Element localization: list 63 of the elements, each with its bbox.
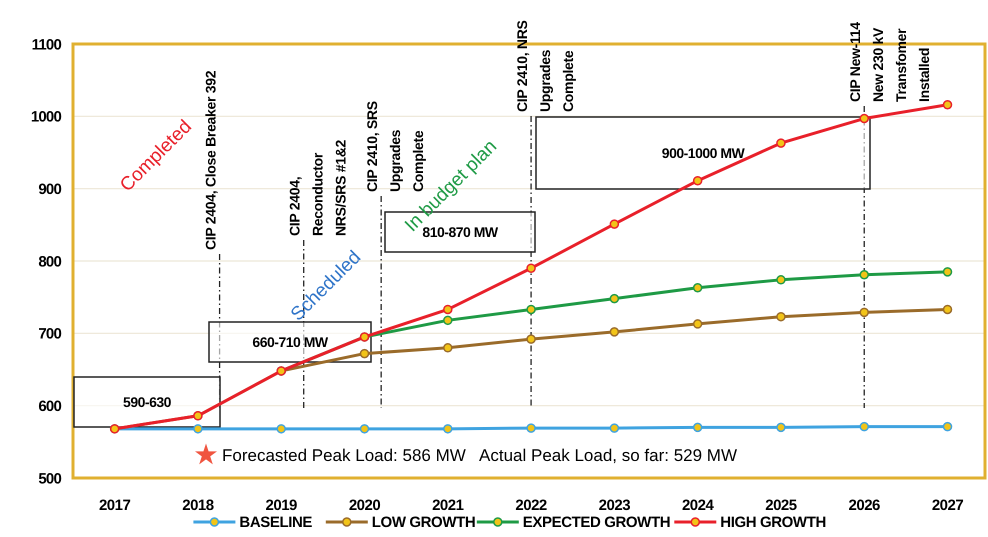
point — [610, 327, 620, 337]
point — [276, 424, 286, 434]
legend-label: BASELINE — [239, 514, 312, 531]
y-tick-label: 1000 — [30, 108, 62, 126]
legend-label: EXPECTED GROWTH — [522, 514, 670, 531]
point — [776, 138, 786, 148]
annotation: 660-710 MW — [252, 334, 329, 350]
x-tick-label: 2023 — [598, 497, 630, 514]
y-tick-label: 900 — [38, 180, 62, 198]
point — [360, 348, 370, 358]
y-tick-label: 500 — [38, 470, 62, 488]
ref-line-label: CIP 2404, Close Breaker 392 — [202, 70, 219, 250]
x-tick-label: 2017 — [98, 497, 130, 514]
point — [443, 343, 453, 353]
annotation: 590-630 — [123, 394, 172, 410]
y-tick-label: 600 — [38, 398, 62, 415]
point — [859, 308, 869, 318]
point — [692, 422, 702, 432]
point — [859, 270, 869, 280]
point — [942, 267, 952, 277]
point — [692, 283, 702, 293]
x-tick-label: 2019 — [266, 497, 298, 514]
annotation: 810-870 MW — [422, 224, 499, 240]
y-tick-label: 1100 — [32, 36, 62, 54]
x-tick-label: 2020 — [348, 497, 380, 514]
point — [610, 294, 620, 304]
ref-line-label: CIP New-114 New 230 kV Transfomer Installed — [847, 22, 932, 102]
point — [942, 100, 952, 110]
x-tick-label: 2024 — [682, 497, 714, 514]
y-tick-label: 700 — [38, 326, 62, 343]
legend-label: LOW GROWTH — [372, 514, 476, 531]
annotation: 900-1000 MW — [662, 144, 746, 161]
point — [692, 319, 702, 329]
x-tick-label: 2025 — [765, 497, 797, 514]
x-tick-label: 2021 — [432, 497, 464, 514]
point — [776, 275, 786, 285]
point — [526, 423, 536, 433]
ref-line-label: CIP 2410, NRS Upgrades Complete — [514, 20, 576, 112]
point — [610, 219, 620, 229]
point — [526, 263, 536, 273]
y-tick-label: 800 — [38, 253, 62, 270]
point — [776, 312, 786, 322]
point — [443, 424, 453, 434]
annotation: Forecasted Peak Load: 586 MW Actual Peak Load, so far: 529 MW — [222, 446, 737, 465]
point — [942, 304, 952, 314]
point — [859, 114, 869, 124]
x-tick-label: 2026 — [848, 497, 880, 514]
point — [443, 304, 453, 314]
point — [193, 424, 203, 434]
legend-label: HIGH GROWTH — [720, 514, 826, 531]
x-tick-label: 2022 — [515, 497, 547, 514]
point — [942, 422, 952, 432]
point — [692, 176, 702, 186]
point — [859, 422, 869, 432]
point — [443, 316, 453, 326]
x-tick-label: 2027 — [932, 497, 964, 514]
point — [360, 424, 370, 434]
point — [526, 334, 536, 344]
x-tick-label: 2018 — [182, 497, 214, 514]
ref-line-label: CIP 2404, Reconductor NRS/SRS #1&2 — [286, 139, 349, 236]
point — [776, 422, 786, 432]
point — [610, 423, 620, 433]
point — [526, 304, 536, 314]
